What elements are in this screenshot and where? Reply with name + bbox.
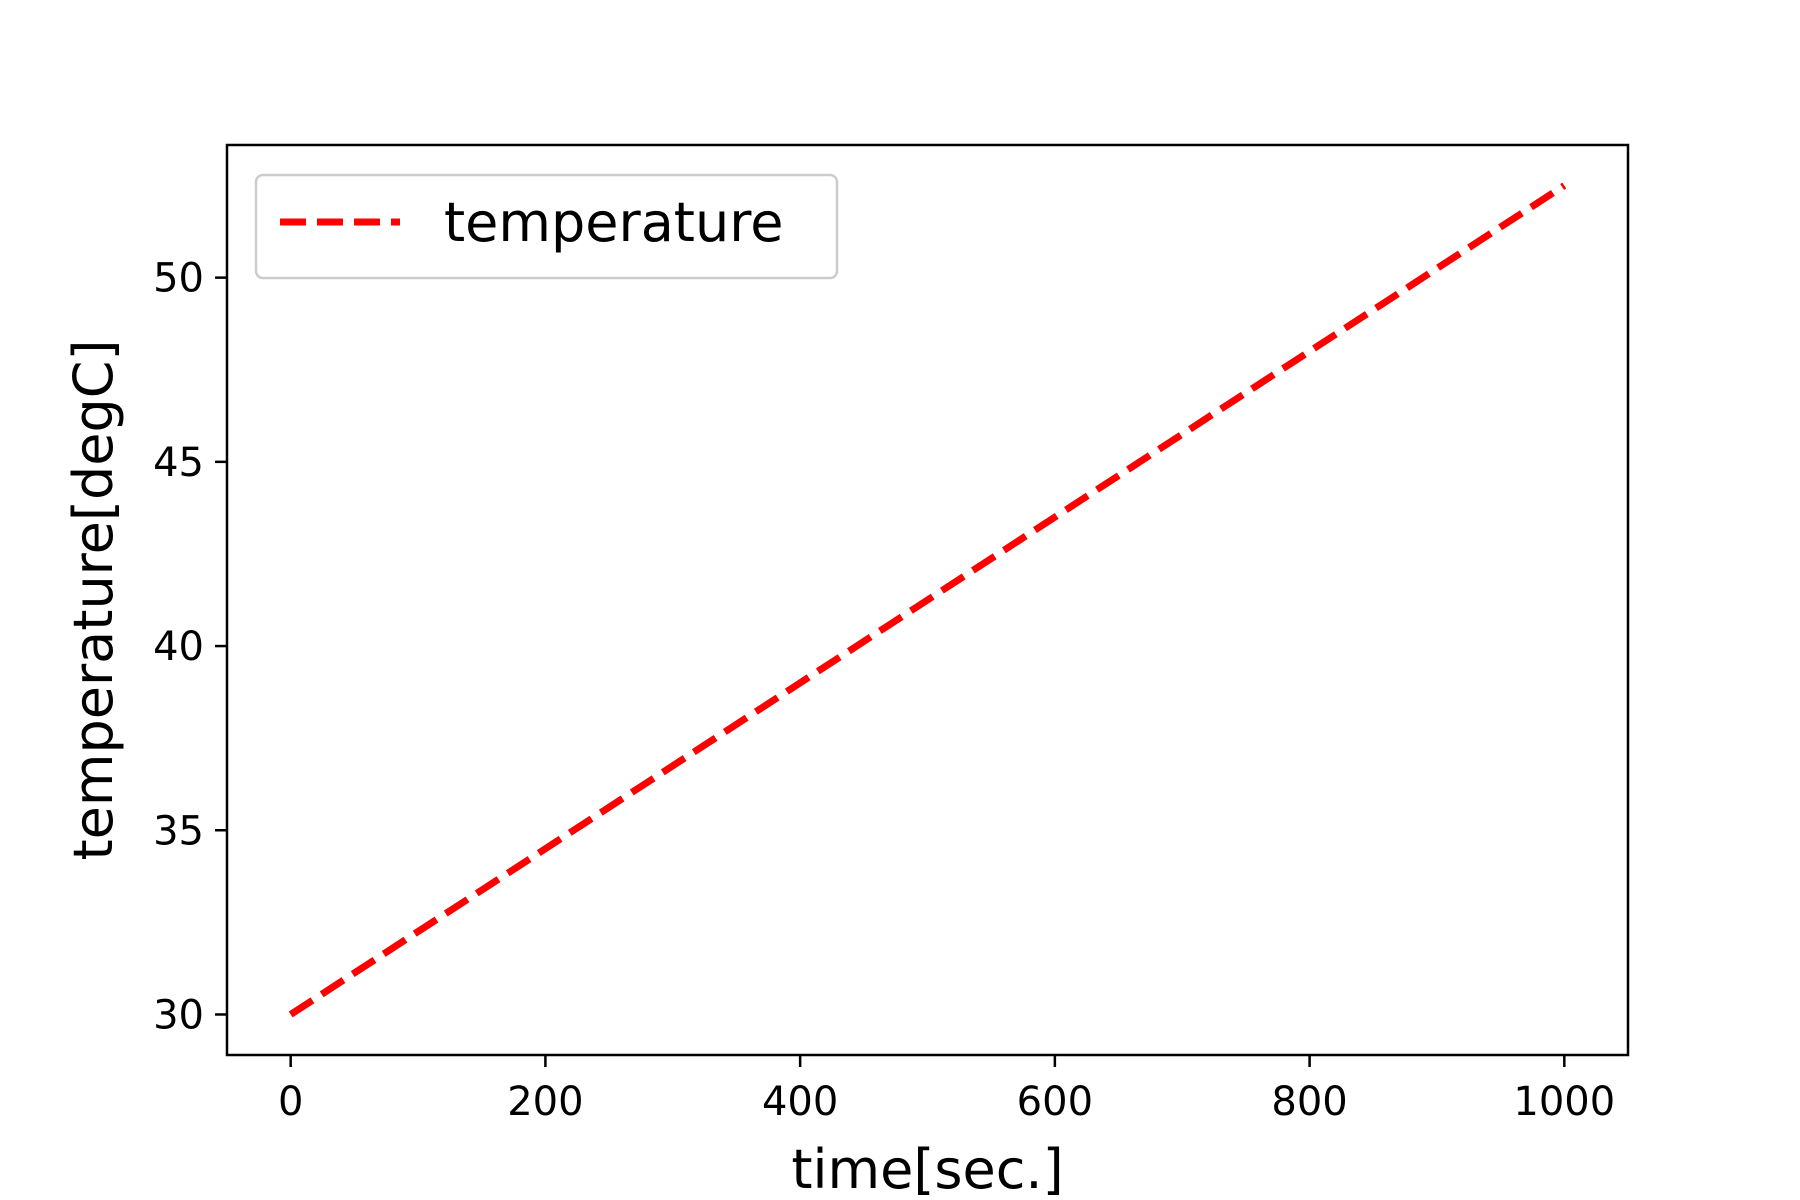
plot-frame xyxy=(225,143,1630,1057)
x-axis-label: time[sec.] xyxy=(791,1138,1063,1200)
x-tick-label: 1000 xyxy=(1513,1079,1615,1125)
x-axis-ticks: 0 200 400 600 800 1000 xyxy=(278,1055,1615,1125)
plot-lines xyxy=(288,182,1567,1018)
y-tick-label: 50 xyxy=(153,256,204,302)
series-line-temperature xyxy=(288,182,1567,1018)
x-tick-label: 0 xyxy=(278,1079,303,1125)
y-axis-label: temperature[degC] xyxy=(62,339,125,860)
x-tick-label: 600 xyxy=(1017,1079,1093,1125)
legend: temperature xyxy=(254,173,839,280)
y-tick-label: 30 xyxy=(153,992,204,1038)
y-tick-label: 40 xyxy=(153,624,204,670)
y-tick-label: 35 xyxy=(153,808,204,854)
legend-label: temperature xyxy=(444,191,783,254)
x-tick-label: 400 xyxy=(762,1079,838,1125)
x-tick-label: 200 xyxy=(507,1079,583,1125)
y-tick-label: 45 xyxy=(153,440,204,486)
legend-box xyxy=(254,173,839,280)
x-tick-label: 800 xyxy=(1271,1079,1347,1125)
y-axis-ticks: 30 35 40 45 50 xyxy=(153,256,227,1038)
